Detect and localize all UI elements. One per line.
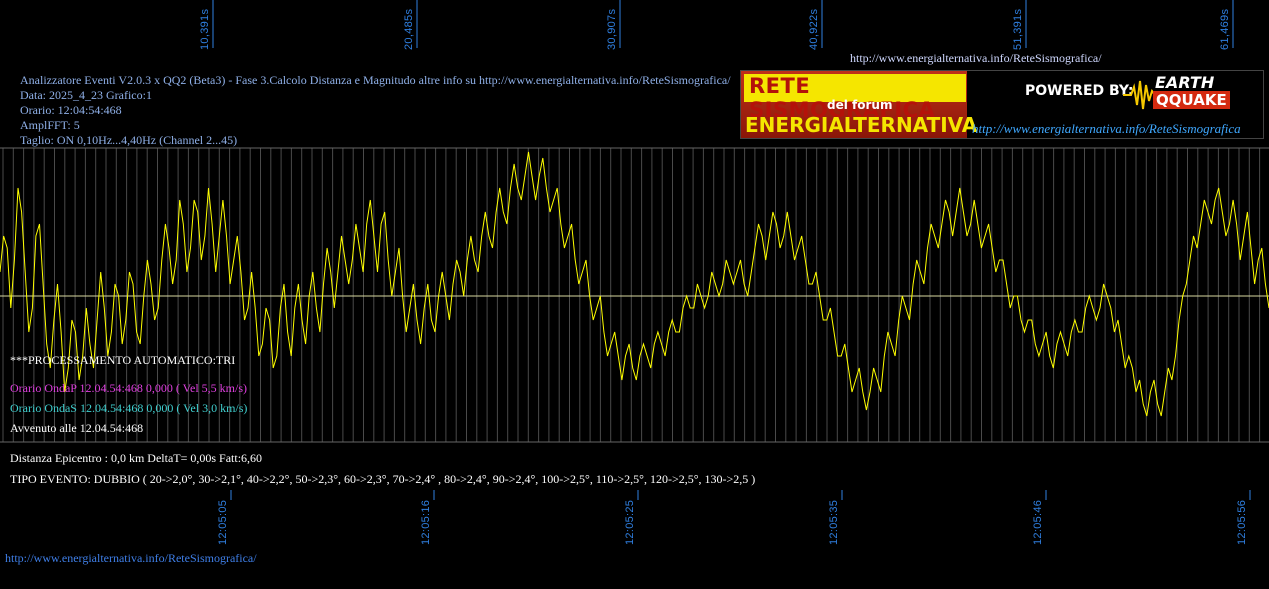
rete-sismografica-logo: RETE SISMOGRAFICA del forum ENERGIALTERN… — [740, 70, 1264, 139]
bottom-tick-label: 12:05:25 — [624, 499, 636, 545]
top-tick-label: 30,907s — [606, 8, 618, 50]
logo-yellow-band — [744, 74, 966, 102]
logo-left-panel: RETE SISMOGRAFICA del forum ENERGIALTERN… — [741, 71, 977, 138]
onda-s-label: Orario OndaS 12.04.54:468 0,000 ( Vel 3,… — [10, 401, 248, 415]
info-line-title: Analizzatore Eventi V2.0.3 x QQ2 (Beta3)… — [20, 73, 731, 87]
info-block: Analizzatore Eventi V2.0.3 x QQ2 (Beta3)… — [20, 73, 731, 148]
signal-series-line — [0, 151, 1269, 417]
top-tick-label: 20,485s — [403, 8, 415, 50]
logo-title3: ENERGIALTERNATIVA — [745, 113, 978, 137]
top-tick-label: 61,469s — [1219, 8, 1231, 50]
footer-url[interactable]: http://www.energialternativa.info/ReteSi… — [5, 551, 257, 565]
onda-p-label: Orario OndaP 12.04.54:468 0,000 ( Vel 5,… — [10, 381, 247, 395]
top-tick-label: 51,391s — [1012, 8, 1024, 50]
info-line-date: Data: 2025_4_23 Grafico:1 — [20, 88, 152, 102]
info-line-ampl: AmplFFT: 5 — [20, 118, 80, 132]
logo-title2: del forum — [827, 98, 893, 112]
bottom-tick-label: 12:05:35 — [828, 499, 840, 545]
distanza-label: Distanza Epicentro : 0,0 km DeltaT= 0,00… — [10, 451, 263, 465]
top-tick-label: 40,922s — [808, 8, 820, 50]
logo-earth: EARTH — [1155, 73, 1215, 92]
logo-title1: RETE SISMOGRAFICA — [749, 74, 936, 122]
plot-grid — [2, 148, 1261, 442]
bottom-tick-label: 12:05:56 — [1236, 499, 1248, 545]
tipo-evento-label: TIPO EVENTO: DUBBIO ( 20->2,0°, 30->2,1°… — [10, 472, 756, 486]
bottom-tick-label: 12:05:05 — [217, 499, 229, 545]
bottom-tick-marks — [230, 490, 1251, 500]
info-line-filter: Taglio: ON 0,10Hz...4,40Hz (Channel 2...… — [20, 133, 238, 147]
top-tick-marks — [212, 0, 1234, 48]
bottom-tick-label: 12:05:16 — [420, 499, 432, 545]
bottom-tick-label: 12:05:46 — [1032, 499, 1044, 545]
logo-quake: QQUAKE — [1153, 91, 1230, 109]
logo-powered-by: POWERED BY: — [1025, 83, 1134, 99]
avvenuto-label: Avvenuto alle 12.04.54:468 — [10, 421, 144, 435]
top-tick-label: 10,391s — [199, 8, 211, 50]
info-line-time: Orario: 12:04:54:468 — [20, 103, 122, 117]
logo-url[interactable]: http://www.energialternativa.info/ReteSi… — [972, 121, 1241, 136]
processing-label: ***PROCESSAMENTO AUTOMATICO:TRI — [10, 353, 236, 367]
top-url[interactable]: http://www.energialternativa.info/ReteSi… — [850, 51, 1102, 65]
